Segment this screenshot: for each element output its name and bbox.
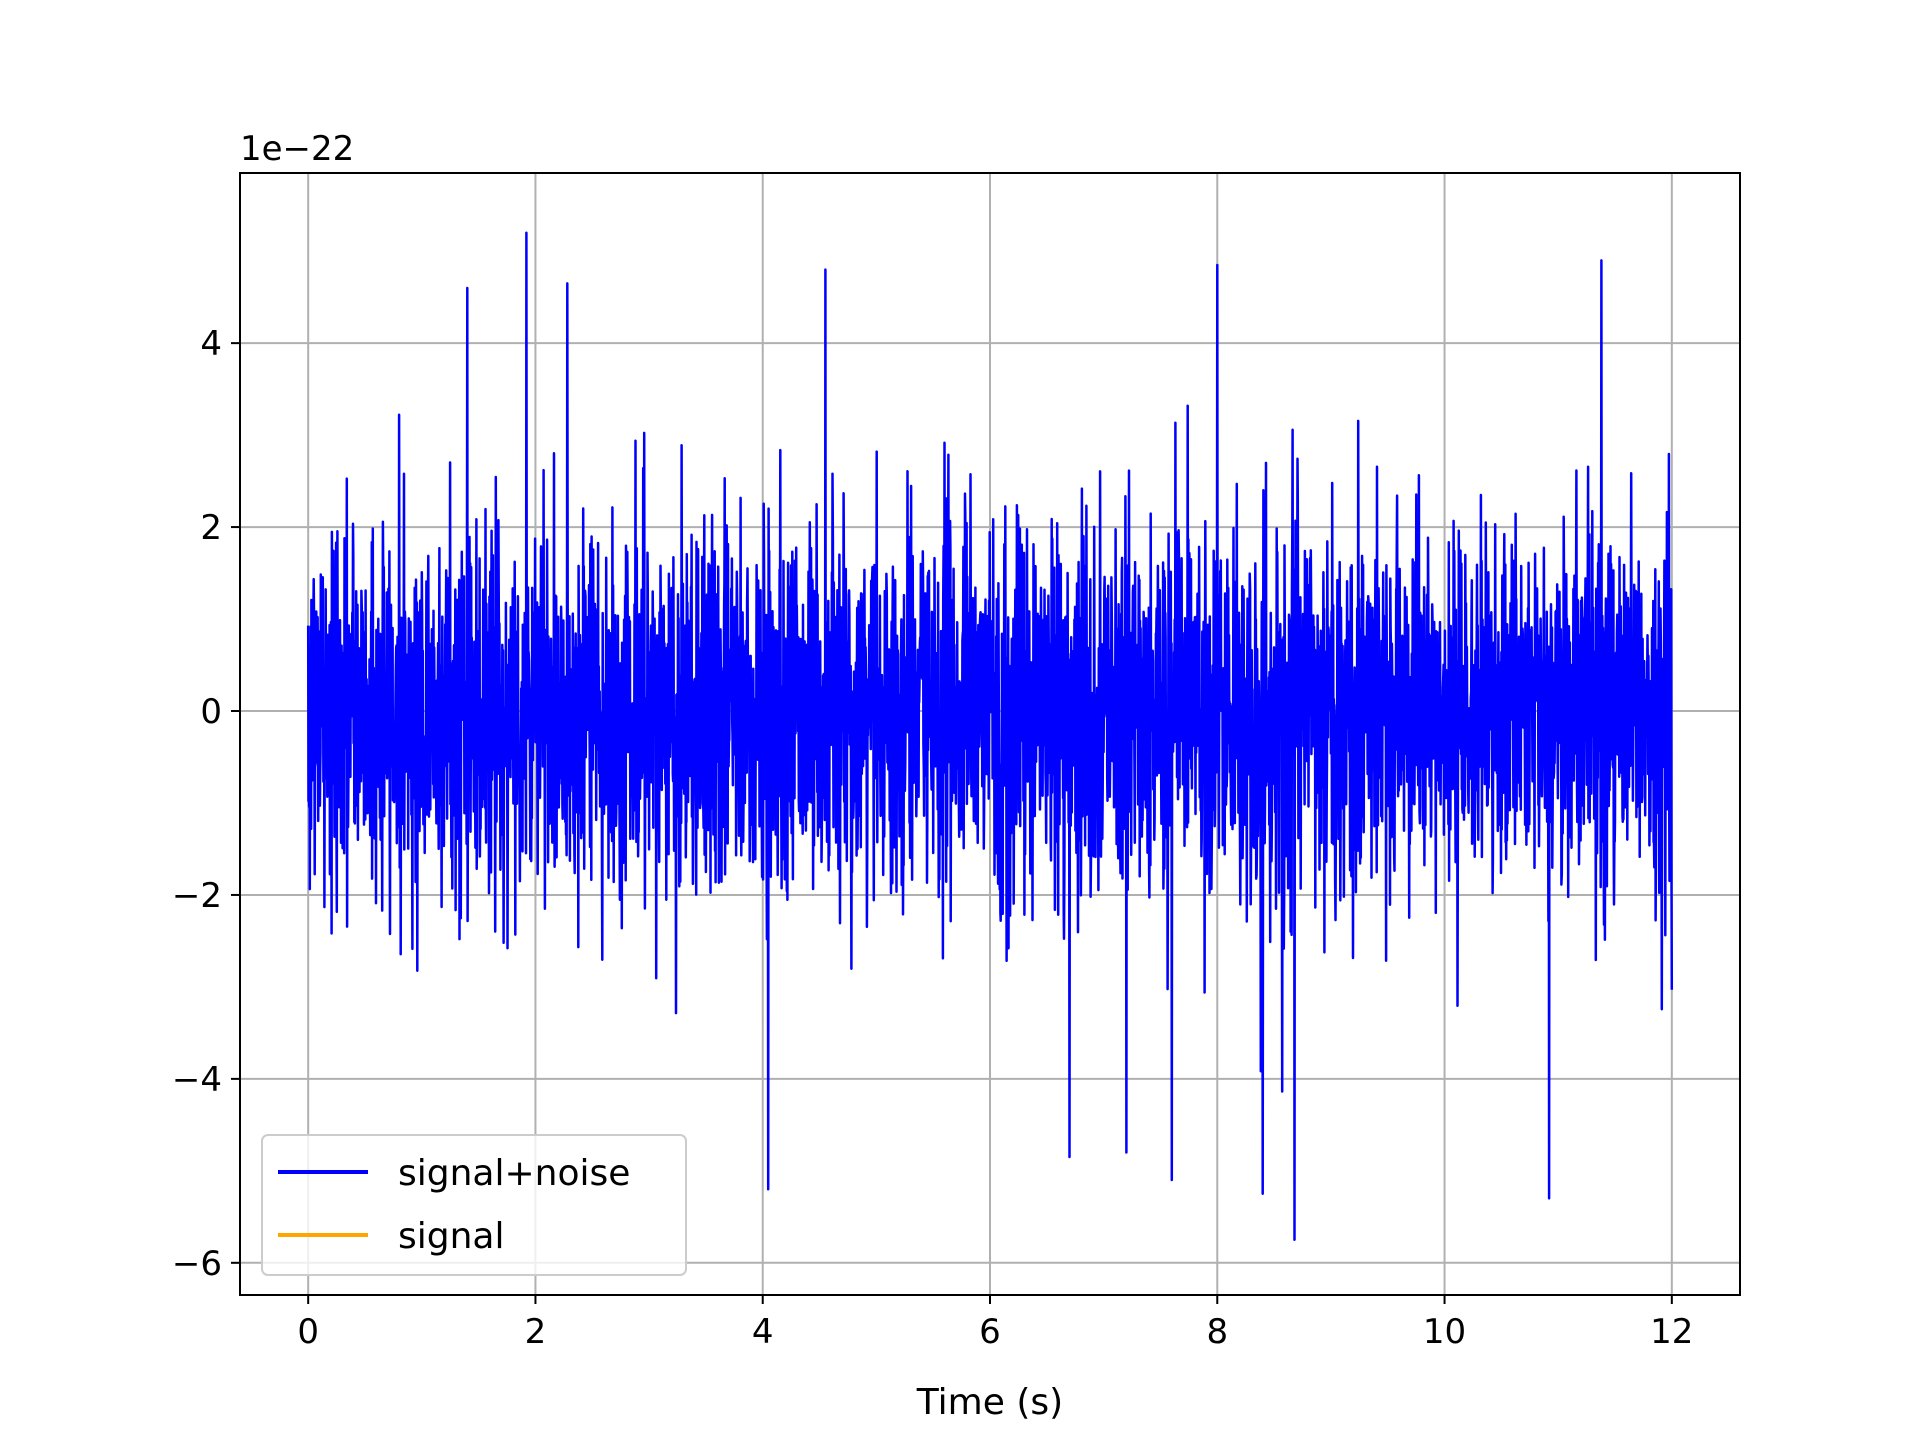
x-tick-label: 10 (1423, 1312, 1466, 1352)
series-line-signal-noise (306, 231, 1674, 1242)
y-tick-label: −6 (172, 1244, 222, 1284)
y-offset-text: 1e−22 (240, 129, 354, 169)
x-axis-label: Time (s) (916, 1382, 1063, 1423)
y-tick-label: 4 (200, 324, 222, 364)
y-tick-label: 0 (200, 692, 222, 732)
series-layer (306, 231, 1674, 1242)
legend: signal+noise signal (261, 1134, 687, 1276)
y-tick-label: −2 (172, 876, 222, 916)
ticks: 0 2 4 6 8 10 12 −6 −4 −2 0 2 4 (172, 324, 1694, 1352)
x-tick-label: 12 (1650, 1312, 1693, 1352)
legend-label: signal+noise (398, 1153, 630, 1194)
x-tick-label: 2 (525, 1312, 547, 1352)
x-tick-label: 8 (1206, 1312, 1228, 1352)
y-tick-label: −4 (172, 1060, 222, 1100)
x-tick-label: 0 (297, 1312, 319, 1352)
legend-label: signal (398, 1216, 505, 1257)
x-tick-label: 6 (979, 1312, 1001, 1352)
y-tick-label: 2 (200, 508, 222, 548)
x-tick-label: 4 (752, 1312, 774, 1352)
